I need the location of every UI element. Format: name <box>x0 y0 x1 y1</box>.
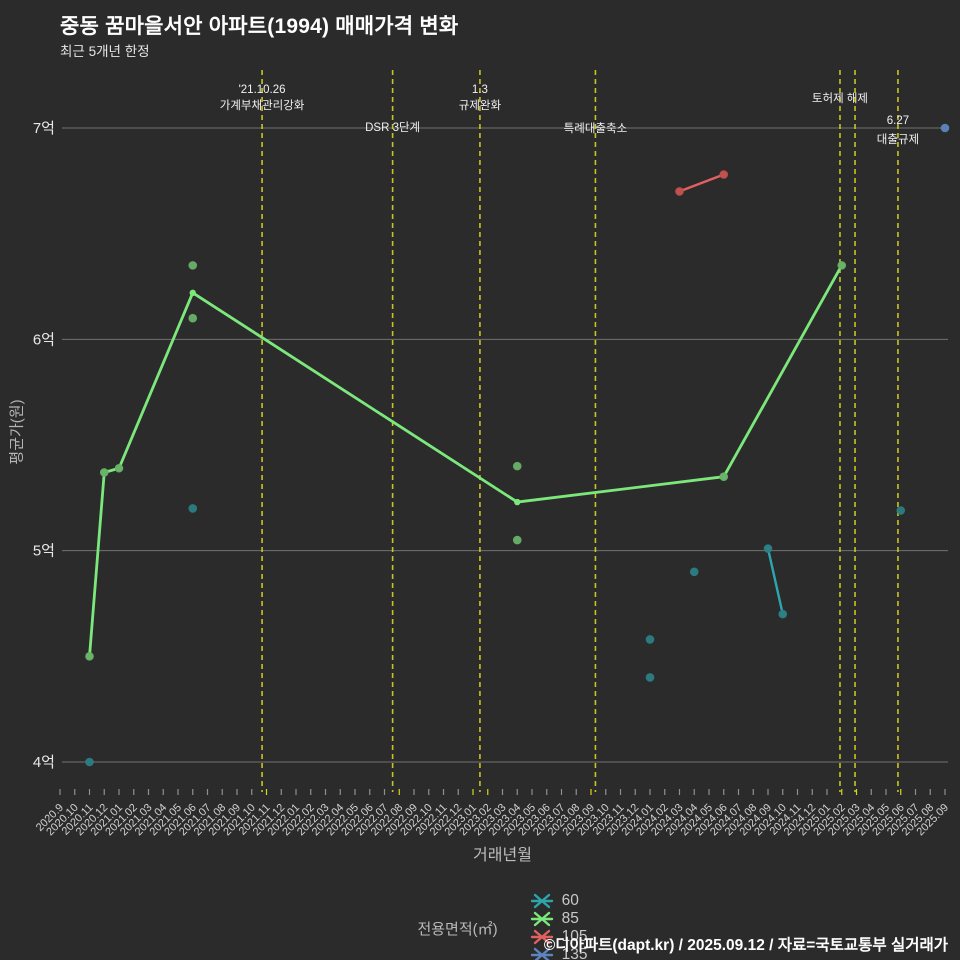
policy-event-label: 대출규제 <box>877 133 919 146</box>
line-vertex-85 <box>514 498 521 506</box>
legend-item-105: 105 <box>530 928 588 946</box>
policy-event-label: 토허제 해제 <box>812 92 868 105</box>
legend-item-60: 60 <box>530 892 588 910</box>
data-point-85 <box>114 463 124 473</box>
legend-label: 135 <box>561 946 588 960</box>
chart-title: 중동 꿈마을서안 아파트(1994) 매매가격 변화 <box>60 15 459 38</box>
legend-item-85: 85 <box>530 910 588 928</box>
data-point-60 <box>188 504 198 513</box>
y-tick-label: 7억 <box>33 120 55 137</box>
data-point-60 <box>763 544 773 553</box>
policy-event-label: DSR 3단계 <box>365 121 420 134</box>
data-point-105 <box>719 170 729 179</box>
legend-marker-icon <box>530 911 553 927</box>
data-point-105 <box>675 187 684 196</box>
legend-title: 전용면적(㎡) <box>417 920 498 938</box>
legend-label: 85 <box>561 910 579 927</box>
source-credit: ©디아파트(dapt.kr) / 2025.09.12 / 자료=국토교통부 실… <box>543 937 948 954</box>
y-tick-label: 6억 <box>33 331 55 348</box>
data-point-85 <box>512 461 522 471</box>
data-point-60 <box>778 609 788 619</box>
y-tick-label: 5억 <box>33 543 55 560</box>
x-axis-title: 거래년월 <box>473 847 532 864</box>
data-point-60 <box>689 567 699 577</box>
data-point-85 <box>719 472 729 482</box>
legend-item-135: 135 <box>530 946 588 960</box>
data-point-85 <box>188 313 198 323</box>
data-point-60 <box>896 506 906 515</box>
legend-label: 105 <box>561 928 588 945</box>
data-point-60 <box>645 673 655 682</box>
policy-event-label: 규제완화 <box>459 99 502 112</box>
policy-event-label: 1.3 <box>472 84 488 96</box>
series-line-105 <box>678 173 725 193</box>
legend: 전용면적(㎡) 60 85 105 135 <box>60 892 945 960</box>
data-point-135 <box>940 123 950 133</box>
line-vertex-85 <box>189 289 196 297</box>
series-line-85 <box>88 263 844 658</box>
legend-marker-icon <box>530 947 553 960</box>
data-point-85 <box>99 468 109 477</box>
data-point-60 <box>85 757 94 767</box>
data-point-85 <box>188 261 198 270</box>
data-point-85 <box>512 535 522 545</box>
legend-items: 60 85 105 135 <box>516 892 588 960</box>
legend-label: 60 <box>561 892 579 909</box>
legend-marker-icon <box>530 929 553 945</box>
policy-event-label: 특례대출축소 <box>564 122 627 135</box>
policy-event-label: 6.27 <box>887 115 909 127</box>
data-point-85 <box>85 652 94 661</box>
series-line-60 <box>766 547 784 616</box>
policy-event-label: 가계부채관리강화 <box>220 99 305 112</box>
chart-subtitle: 최근 5개년 한정 <box>60 44 150 59</box>
data-point-60 <box>645 635 655 644</box>
legend-marker-icon <box>530 893 553 909</box>
y-axis-title: 평균가(원) <box>8 399 26 465</box>
policy-event-label: '21.10.26 <box>239 84 286 96</box>
y-tick-label: 4억 <box>33 754 55 771</box>
data-point-85 <box>837 261 847 270</box>
